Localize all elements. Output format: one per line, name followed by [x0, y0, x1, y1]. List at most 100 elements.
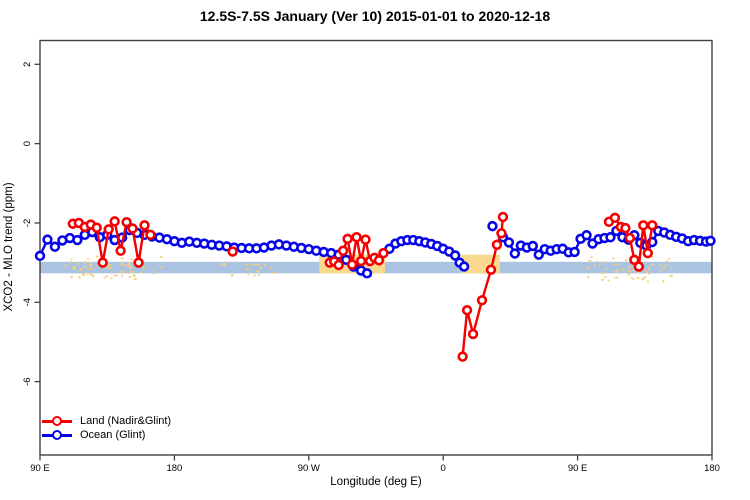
- land-data-point: [333, 259, 344, 271]
- land-data-point: [647, 220, 658, 231]
- land-data-point: [467, 328, 479, 340]
- land-data-point: [133, 257, 144, 268]
- land-speckle: [130, 258, 133, 260]
- land-speckle: [616, 269, 620, 272]
- ocean-series-swatch-icon: [42, 430, 72, 440]
- land-speckle: [110, 277, 113, 280]
- land-speckle: [83, 266, 87, 268]
- plot-frame: [39, 39, 713, 456]
- y-tick-label: -6: [22, 377, 33, 385]
- y-tick-label: -2: [22, 219, 33, 227]
- land-speckle: [131, 271, 134, 273]
- land-data-point: [121, 216, 132, 228]
- land-speckle: [119, 271, 121, 274]
- y-tick-label: 2: [22, 62, 33, 67]
- legend-label-land: Land (Nadir&Glint): [80, 414, 172, 427]
- land-data-point: [355, 255, 367, 267]
- land-data-point: [496, 228, 507, 239]
- land-speckle: [89, 261, 93, 264]
- land-speckle: [644, 270, 648, 272]
- land-speckle: [244, 264, 248, 266]
- land-speckle: [69, 261, 73, 264]
- land-speckle: [590, 256, 593, 258]
- ocean-data-point: [34, 250, 46, 262]
- land-speckle: [123, 264, 127, 267]
- land-speckle: [120, 275, 124, 277]
- land-speckle: [662, 280, 665, 283]
- land-speckle: [70, 275, 73, 279]
- land-speckle: [222, 262, 226, 266]
- land-data-point: [127, 223, 138, 234]
- legend: Land (Nadir&Glint) Ocean (Glint): [42, 414, 171, 442]
- land-speckle: [630, 276, 633, 279]
- land-speckle: [669, 274, 673, 277]
- land-speckle: [598, 264, 601, 267]
- ocean-data-point: [42, 234, 53, 245]
- x-tick-label: 0: [441, 463, 446, 474]
- land-speckle: [97, 264, 100, 266]
- land-speckle: [86, 272, 89, 275]
- ocean-data-point: [705, 235, 716, 247]
- ocean-data-point: [509, 248, 521, 259]
- land-speckle: [123, 271, 125, 274]
- land-speckle: [159, 256, 163, 258]
- land-speckle: [612, 263, 615, 266]
- land-speckle: [113, 274, 117, 277]
- ocean-data-point: [581, 230, 592, 241]
- x-tick-label: 90 E: [568, 463, 588, 474]
- land-speckle: [668, 258, 671, 260]
- land-data-point: [491, 239, 503, 250]
- land-speckle: [120, 257, 124, 260]
- land-speckle: [92, 275, 95, 278]
- land-data-point: [360, 234, 371, 245]
- land-speckle: [596, 260, 599, 263]
- land-speckle: [128, 276, 131, 279]
- land-speckle: [121, 269, 125, 272]
- land-speckle: [153, 272, 155, 275]
- land-speckle: [616, 263, 620, 266]
- land-speckle: [105, 275, 109, 278]
- land-speckle: [80, 268, 83, 271]
- land-data-point: [115, 245, 126, 256]
- land-data-point: [642, 247, 653, 259]
- land-series-line: [608, 216, 654, 268]
- ocean-data-point: [458, 261, 470, 272]
- land-data-point: [373, 255, 385, 266]
- land-speckle: [612, 257, 615, 260]
- land-data-point: [337, 245, 349, 256]
- land-speckle: [78, 276, 81, 279]
- land-speckle: [131, 261, 135, 264]
- land-speckle: [139, 271, 142, 274]
- land-speckle: [648, 273, 651, 275]
- land-speckle: [636, 270, 640, 273]
- land-speckle: [650, 264, 654, 267]
- legend-item-ocean: Ocean (Glint): [42, 428, 171, 442]
- land-series-swatch-icon: [42, 416, 72, 426]
- land-speckle: [670, 268, 673, 270]
- ocean-data-point: [503, 237, 515, 248]
- land-speckle: [127, 262, 131, 265]
- land-data-point: [620, 222, 631, 234]
- land-speckle: [627, 270, 631, 273]
- land-speckle: [665, 260, 669, 263]
- land-data-point: [497, 211, 509, 223]
- land-speckle: [259, 266, 262, 269]
- ocean-data-point: [361, 268, 373, 279]
- land-speckle: [247, 272, 250, 276]
- land-speckle: [632, 278, 635, 280]
- land-data-point: [624, 232, 636, 244]
- land-data-point: [476, 295, 488, 306]
- land-speckle: [107, 263, 111, 266]
- land-data-point: [227, 246, 238, 257]
- land-data-point: [609, 212, 621, 224]
- land-speckle: [651, 256, 654, 258]
- land-speckle: [86, 267, 90, 270]
- land-speckle: [587, 276, 590, 279]
- land-speckle: [129, 266, 132, 269]
- land-speckle: [605, 268, 608, 270]
- land-speckle: [115, 274, 119, 277]
- land-data-point: [342, 233, 353, 245]
- land-speckle: [607, 279, 610, 282]
- land-speckle: [258, 274, 260, 276]
